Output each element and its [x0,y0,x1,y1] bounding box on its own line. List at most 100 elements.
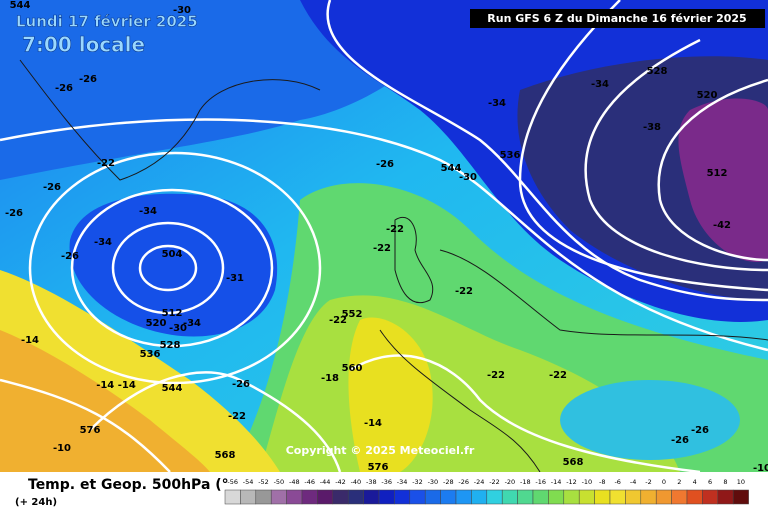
legend-label: 6 [708,478,712,486]
legend-swatch [471,489,488,505]
contour-label: -10 [53,443,71,454]
legend-label: -40 [351,478,362,486]
contour-label: 544 [162,383,183,394]
legend-swatch [394,489,411,505]
contour-label: -22 [455,286,473,297]
contour-label: 528 [647,66,668,77]
contour-label: -22 [386,224,404,235]
legend-swatch [378,489,395,505]
legend-label: -4 [630,478,636,486]
legend-label: -28 [443,478,454,486]
contour-label: -14 [21,335,39,346]
contour-label: 576 [80,425,101,436]
coastlines [19,59,768,473]
legend-label: -36 [381,478,392,486]
legend-label: -10 [582,478,593,486]
legend-label: -18 [520,478,531,486]
legend-swatch [317,489,334,505]
legend-swatch [301,489,318,505]
contour-label: 504 [162,249,183,260]
contour-label: -30 [459,172,477,183]
legend-swatch [224,489,241,505]
legend-label: 2 [677,478,681,486]
legend-swatch [655,489,672,505]
contour-label: -14 -14 [96,380,136,391]
legend-swatch [286,489,303,505]
contours [0,0,768,472]
contour-label: 552 [342,309,363,320]
legend-label: -50 [274,478,285,486]
contour-label: 568 [215,450,236,461]
contour-label: -26 [55,83,73,94]
contour-label: -34 [591,79,609,90]
contour-label: 512 [162,308,183,319]
run-info: Run GFS 6 Z du Dimanche 16 février 2025 [487,12,746,25]
contour-label: -26 [5,208,23,219]
contour-label: -26 [79,74,97,85]
contour-labels: 544 -30-26-26-22-26-26 -34-34-26 504-315125… [5,0,768,474]
contour-label: -26 [61,251,79,262]
legend-swatch [671,489,688,505]
legend-swatch [409,489,426,505]
contour-label: -30 [169,323,187,334]
cool-area [560,380,740,460]
contour-label: 528 [160,340,181,351]
legend-swatch [424,489,441,505]
legend-label: -32 [412,478,423,486]
contour-label: 536 [500,150,521,161]
legend-swatch [240,489,257,505]
legend-swatch [440,489,457,505]
legend-label: -14 [551,478,562,486]
legend-swatch [486,489,503,505]
legend-label: -12 [566,478,577,486]
low-core [69,193,278,337]
legend-label: -2 [645,478,651,486]
contour-label: -18 [321,373,339,384]
legend-swatch [732,489,749,505]
legend-swatch [578,489,595,505]
contour-label: -26 [671,435,689,446]
legend-swatch [686,489,703,505]
contour-label: -38 [643,122,661,133]
forecast-step: (+ 24h) [15,497,57,508]
legend-swatch [717,489,734,505]
legend-swatch [517,489,534,505]
legend-label: -8 [599,478,605,486]
contour-label: -42 [713,220,731,231]
legend-label: 4 [693,478,697,486]
legend-swatch [702,489,719,505]
legend-label: -16 [535,478,546,486]
contour-label: -26 [691,425,709,436]
legend-swatch [455,489,472,505]
legend-label: -20 [505,478,516,486]
legend-swatch [548,489,565,505]
legend-label: -34 [397,478,408,486]
legend-label: -6 [614,478,620,486]
contour-label: -30 [173,5,191,16]
contour-label: -34 [183,318,201,329]
contour-label: -10 [753,463,768,474]
legend-label: -30 [428,478,439,486]
contour-label: -22 [373,243,391,254]
legend-label: -54 [243,478,254,486]
legend-label: -24 [474,478,485,486]
color-legend: -56 -54 -52 -50 -48 -46 -44 -42 -40 -38 -36 -34 -32-… [224,478,749,505]
contour-label: -26 [232,379,250,390]
time: 7:00 locale [22,33,145,57]
contour-label: -34 [488,98,506,109]
legend-swatch [363,489,380,505]
legend-label: -38 [366,478,377,486]
legend-label: 10 [737,478,745,486]
contour-label: 520 [146,318,167,329]
legend-swatch [594,489,611,505]
warm-area [0,330,210,472]
contour-label: 560 [342,363,363,374]
contour-label: -22 [97,158,115,169]
contour-label: -26 [376,159,394,170]
contour-label: 568 [563,457,584,468]
contour-label: -14 [364,418,382,429]
run-banner [470,9,765,28]
legend-swatch [640,489,657,505]
contour-label: 536 [140,349,161,360]
